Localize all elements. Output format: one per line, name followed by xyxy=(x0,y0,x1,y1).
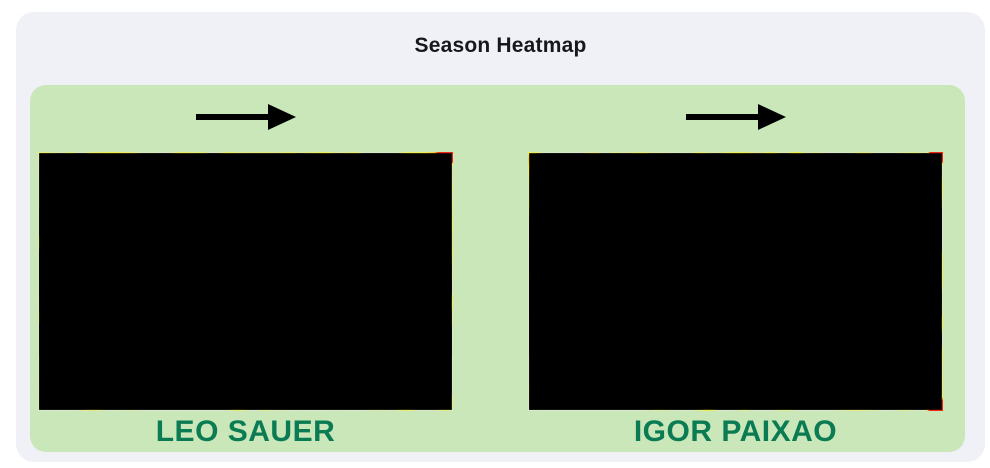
player-heatmap-section-right: IGOR PAIXAO xyxy=(528,85,943,452)
page-title: Season Heatmap xyxy=(414,34,587,57)
heatmap-panel: LEO SAUER IGOR PAIXAO xyxy=(30,85,965,452)
player-name-label: IGOR PAIXAO xyxy=(633,415,838,448)
football-pitch xyxy=(38,152,453,411)
pitch-border xyxy=(39,153,452,410)
player-name-label: LEO SAUER xyxy=(155,415,336,448)
player-heatmap-section-left: LEO SAUER xyxy=(38,85,453,452)
pitch-border xyxy=(529,153,942,410)
football-pitch xyxy=(528,152,943,411)
arrow-right-icon xyxy=(685,103,786,131)
season-heatmap-card: Season Heatmap LEO SAUER IGOR PAIXAO xyxy=(16,12,985,462)
arrow-right-icon xyxy=(195,103,296,131)
